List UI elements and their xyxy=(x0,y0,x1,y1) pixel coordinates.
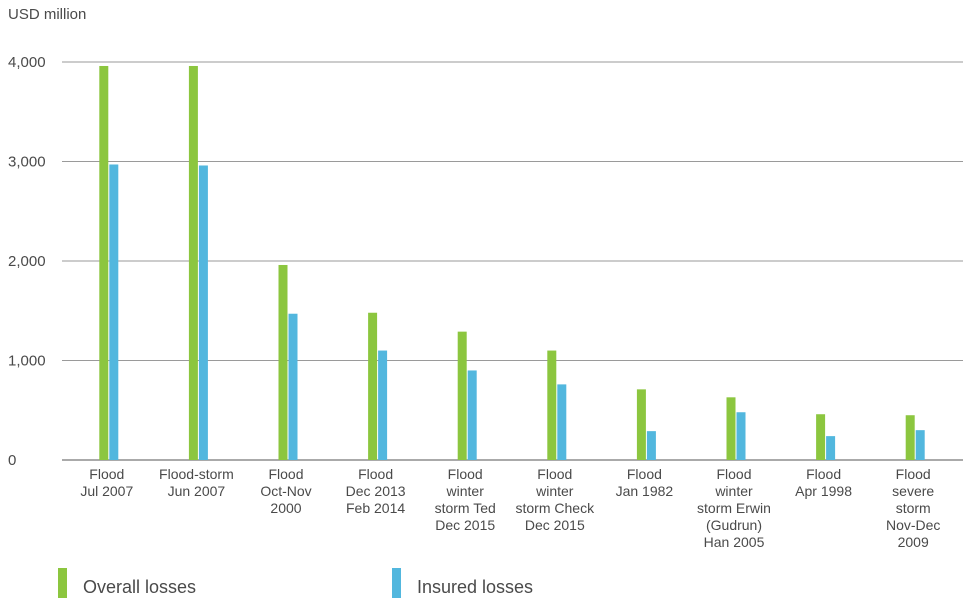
y-tick-label: 1,000 xyxy=(8,353,46,370)
y-tick-label: 0 xyxy=(8,452,16,469)
x-category-label: Flood severe storm Nov-Dec 2009 xyxy=(886,466,940,550)
y-axis-ticks: 0 1,000 2,000 3,000 4,000 xyxy=(8,54,46,469)
y-tick-label: 4,000 xyxy=(8,54,46,71)
bar-insured-losses xyxy=(467,370,477,460)
bar-overall-losses xyxy=(278,264,288,460)
x-category-label: Flood Apr 1998 xyxy=(795,466,852,499)
legend-label-overall: Overall losses xyxy=(83,577,197,597)
bar-insured-losses xyxy=(915,430,925,460)
bar-insured-losses xyxy=(198,165,208,461)
bar-overall-losses xyxy=(636,389,646,460)
legend-swatch-overall xyxy=(58,568,67,598)
y-tick-label: 3,000 xyxy=(8,154,46,171)
bar-overall-losses xyxy=(368,312,378,460)
bar-overall-losses xyxy=(726,397,736,460)
bar-insured-losses xyxy=(826,436,836,460)
x-category-label: Flood Oct-Nov 2000 xyxy=(260,466,311,516)
bar-overall-losses xyxy=(905,415,915,460)
bar-overall-losses xyxy=(99,65,109,460)
x-axis-labels: Flood Jul 2007 Flood-storm Jun 2007 Flood Oct… xyxy=(80,466,940,550)
bar-insured-losses xyxy=(109,164,119,461)
y-tick-label: 2,000 xyxy=(8,253,46,270)
x-category-label: Flood winter storm Check Dec 2015 xyxy=(516,466,596,533)
legend-item-insured: Insured losses xyxy=(392,568,533,598)
bar-overall-losses xyxy=(816,414,826,460)
x-category-label: Flood Jan 1982 xyxy=(616,466,674,499)
bar-overall-losses xyxy=(457,331,467,460)
x-category-label: Flood-storm Jun 2007 xyxy=(159,466,234,499)
x-category-label: Flood Dec 2013 Feb 2014 xyxy=(346,466,406,516)
legend-swatch-insured xyxy=(392,568,401,598)
legend-item-overall: Overall losses xyxy=(58,568,196,598)
x-category-label: Flood winter storm Ted Dec 2015 xyxy=(435,466,496,533)
bars xyxy=(99,65,925,461)
bar-overall-losses xyxy=(547,350,557,460)
legend-label-insured: Insured losses xyxy=(417,577,534,597)
bar-insured-losses xyxy=(646,431,656,460)
bar-insured-losses xyxy=(557,384,567,460)
bar-insured-losses xyxy=(736,412,746,460)
legend: Overall losses Insured losses xyxy=(0,568,963,598)
unit-label: USD million xyxy=(8,6,87,23)
bar-insured-losses xyxy=(378,350,388,460)
x-category-label: Flood Jul 2007 xyxy=(80,466,133,499)
gridlines xyxy=(62,61,963,461)
x-category-label: Flood winter storm Erwin (Gudrun) Han 2005 xyxy=(697,466,771,550)
bar-insured-losses xyxy=(288,313,298,460)
bar-overall-losses xyxy=(188,65,198,460)
